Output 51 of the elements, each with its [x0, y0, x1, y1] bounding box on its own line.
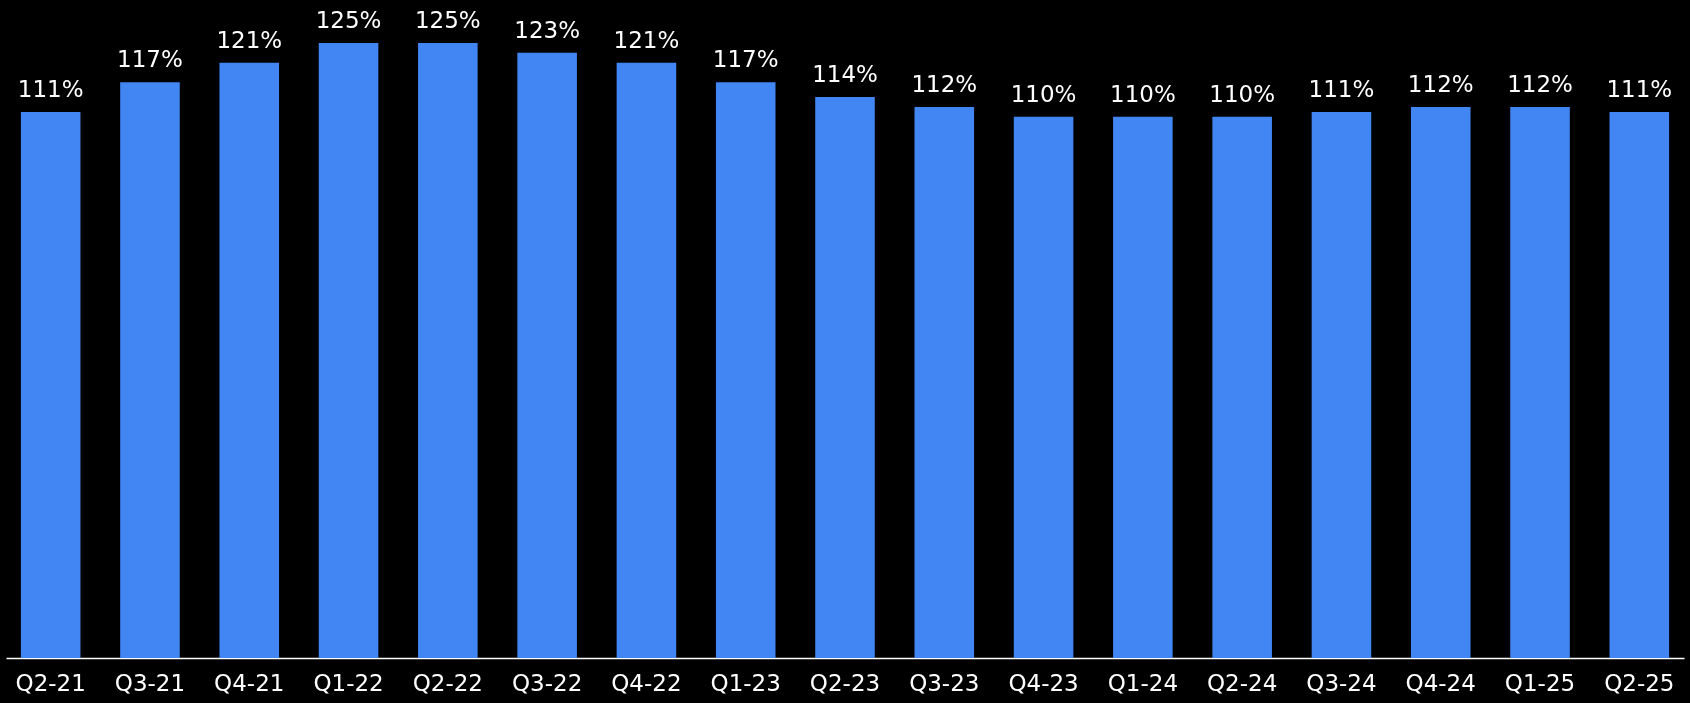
x-tick-label: Q1-23	[710, 669, 781, 696]
x-tick-label: Q2-21	[15, 669, 86, 696]
data-label: 110%	[1209, 80, 1276, 107]
bar	[1410, 106, 1471, 658]
data-label: 125%	[315, 7, 382, 33]
data-label: 112%	[1407, 70, 1474, 97]
data-label: 121%	[613, 26, 680, 53]
x-tick-label: Q4-22	[611, 669, 682, 696]
x-tick-label: Q3-22	[511, 669, 583, 696]
data-label: 112%	[911, 70, 978, 97]
x-tick-label: Q2-23	[809, 669, 881, 696]
x-tick-label: Q2-25	[1604, 669, 1675, 696]
data-label: 117%	[117, 46, 183, 73]
x-tick-label: Q3-24	[1306, 669, 1377, 696]
bar	[318, 43, 379, 658]
data-label: 111%	[17, 75, 84, 102]
x-tick-label: Q3-21	[114, 669, 186, 696]
x-tick-label: Q2-22	[412, 669, 483, 696]
bar	[219, 62, 280, 658]
bar	[1212, 116, 1272, 658]
x-tick-label: Q4-23	[1008, 669, 1079, 696]
bar	[616, 62, 677, 658]
data-label: 125%	[414, 7, 481, 33]
x-tick-label: Q2-24	[1207, 669, 1278, 696]
bar	[715, 82, 776, 658]
x-tick-label: Q1-25	[1504, 669, 1576, 696]
data-label: 117%	[712, 46, 779, 73]
x-tick-label: Q3-23	[909, 669, 980, 696]
data-label: 111%	[1308, 75, 1375, 102]
bar	[20, 111, 81, 658]
bar	[815, 97, 875, 658]
bar	[1311, 111, 1372, 658]
bar	[120, 82, 180, 658]
data-label: 121%	[216, 26, 283, 53]
bar	[914, 106, 975, 658]
data-label: 110%	[1109, 80, 1176, 107]
bar	[1609, 111, 1670, 658]
data-label: 110%	[1010, 80, 1077, 107]
bar	[517, 52, 577, 658]
data-label: 111%	[1606, 75, 1673, 102]
data-label: 114%	[812, 61, 878, 88]
x-tick-label: Q4-24	[1405, 669, 1476, 696]
bar	[1113, 116, 1173, 658]
x-tick-label: Q1-22	[313, 669, 384, 696]
data-label: 112%	[1507, 70, 1573, 97]
x-tick-label: Q4-21	[214, 669, 285, 696]
bar	[1013, 116, 1074, 658]
data-label: 123%	[514, 16, 581, 43]
bar	[418, 43, 478, 658]
bar	[1510, 106, 1570, 658]
x-tick-label: Q1-24	[1107, 669, 1179, 696]
